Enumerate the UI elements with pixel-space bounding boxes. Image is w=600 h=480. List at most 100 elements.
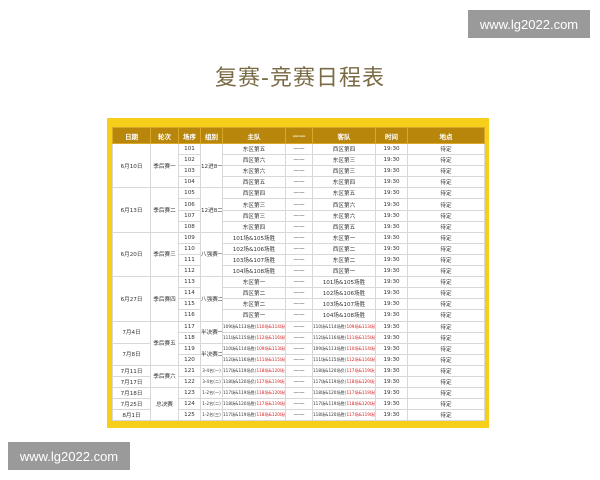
column-header: 地点 xyxy=(407,127,485,144)
home-team: 102场&106场胜 xyxy=(222,242,286,255)
match-time: 19:30 xyxy=(375,253,408,267)
home-team-text: 西区第六 xyxy=(242,158,266,165)
match-time: 19:30 xyxy=(375,387,408,400)
home-team-alt: (110场&114场胜) xyxy=(254,323,285,329)
match-venue: 待定 xyxy=(407,287,485,300)
home-team: 东区第三 xyxy=(222,198,286,211)
round-cell: 季后赛五 xyxy=(150,320,179,366)
away-team-alt: (112场&116场胜) xyxy=(344,356,375,362)
home-team-text: 112场&116场胜 xyxy=(223,356,255,362)
versus-dash: —— xyxy=(285,298,313,311)
group-cell: 八强赛一 xyxy=(200,231,223,278)
match-number: 121 xyxy=(178,364,201,377)
round-cell: 总决赛 xyxy=(150,387,179,422)
home-team-text: 西区第三 xyxy=(242,213,266,220)
versus-dash: —— xyxy=(285,409,313,422)
home-team: 西区第三 xyxy=(222,209,286,222)
home-team-alt: (112场&116场胜) xyxy=(254,334,285,340)
away-team-text: 东区第五 xyxy=(332,191,356,198)
round-cell: 季后赛一 xyxy=(150,142,179,189)
home-team: 117场&119场胜(118场&120场胜) xyxy=(222,387,286,400)
home-team-alt: (118场&120场负) xyxy=(254,367,285,373)
match-number: 119 xyxy=(178,342,201,355)
page-title: 复赛-竞赛日程表 xyxy=(215,66,385,91)
versus-dash: —— xyxy=(285,209,313,222)
match-number: 118 xyxy=(178,331,201,344)
table-row: 6月20日 季后赛三 109 八强赛一 101场&105场胜 —— 东区第一 19:30 待定 xyxy=(112,231,485,278)
away-team: 103场&107场胜 xyxy=(312,298,376,311)
match-venue: 待定 xyxy=(407,353,485,366)
table-row: 6月13日 季后赛二 105 12进8二 西区第四 —— 东区第五 19:30 待定 xyxy=(112,187,485,233)
away-team-alt: (110场&114场胜) xyxy=(344,345,375,351)
match-time: 19:30 xyxy=(375,331,408,344)
away-team-text: 西区第二 xyxy=(332,246,356,253)
away-team: 东区第六 xyxy=(312,209,376,222)
round-cell: 季后赛二 xyxy=(150,187,179,233)
table-row: 7月4日季后赛五117半决赛一109场&113场胜(110场&114场胜)——1… xyxy=(112,320,485,366)
away-team: 东区第三 xyxy=(312,154,376,167)
column-header: 轮次 xyxy=(150,127,179,144)
match-number: 116 xyxy=(178,309,201,322)
home-team: 118场&120场负(117场&119场负) xyxy=(222,375,286,389)
group-cell: 1-2名(二) xyxy=(200,398,223,411)
match-venue: 待定 xyxy=(407,198,485,211)
versus-dash: —— xyxy=(285,309,313,322)
away-team-text: 103场&107场胜 xyxy=(322,302,366,309)
match-number: 109 xyxy=(178,231,201,244)
away-team: 西区第五 xyxy=(312,220,376,233)
away-team: 117场&119场胜(118场&120场胜) xyxy=(312,398,376,411)
match-time: 19:30 xyxy=(375,276,408,289)
match-venue: 待定 xyxy=(407,387,485,400)
versus-dash: —— xyxy=(285,220,313,233)
versus-dash: —— xyxy=(285,320,313,333)
home-team-alt: (118场&120场胜) xyxy=(254,412,285,418)
home-team: 109场&113场胜(110场&114场胜) xyxy=(222,320,286,333)
table-row: 102 西区第六 —— 东区第三 19:30 待定 xyxy=(113,154,485,167)
match-number: 107 xyxy=(178,209,201,222)
match-time: 19:30 xyxy=(375,375,408,389)
date-cell: 6月10日 xyxy=(112,142,151,189)
group-cell: 半决赛一 xyxy=(200,320,223,344)
match-time: 19:30 xyxy=(375,154,408,167)
match-time: 19:30 xyxy=(375,198,408,211)
away-team-text: 西区第五 xyxy=(332,224,356,231)
away-team-text: 东区第三 xyxy=(332,158,356,165)
versus-dash: —— xyxy=(285,253,313,267)
match-time: 19:30 xyxy=(375,187,408,200)
match-venue: 待定 xyxy=(407,276,485,289)
versus-dash: —— xyxy=(285,165,313,178)
home-team-text: 117场&119场胜 xyxy=(223,390,255,396)
away-team-text: 101场&105场胜 xyxy=(322,280,366,287)
away-team-text: 西区第三 xyxy=(332,169,356,176)
match-venue: 待定 xyxy=(407,375,485,389)
match-time: 19:30 xyxy=(375,231,408,244)
match-venue: 待定 xyxy=(407,165,485,178)
match-number: 111 xyxy=(178,253,201,267)
table-row: 107 西区第三 —— 东区第六 19:30 待定 xyxy=(113,209,485,222)
match-number: 114 xyxy=(178,287,201,300)
home-team-text: 104场&108场胜 xyxy=(232,269,276,276)
home-team-text: 西区第四 xyxy=(242,191,266,198)
home-team-text: 101场&105场胜 xyxy=(232,235,276,242)
match-venue: 待定 xyxy=(407,331,485,344)
home-team-text: 118场&120场负 xyxy=(223,379,255,385)
home-team: 东区第二 xyxy=(222,298,286,311)
home-team-text: 东区第二 xyxy=(242,302,266,309)
away-team: 东区第四 xyxy=(312,176,376,189)
group-cell: 12进8二 xyxy=(200,187,223,233)
away-team-text: 117场&119场负 xyxy=(313,379,345,385)
match-number: 102 xyxy=(178,154,201,167)
match-time: 19:30 xyxy=(375,165,408,178)
home-team: 104场&108场胜 xyxy=(222,265,286,278)
match-venue: 待定 xyxy=(407,220,485,233)
match-venue: 待定 xyxy=(407,320,485,333)
date-cell: 7月18日 xyxy=(112,387,151,400)
match-time: 19:30 xyxy=(375,398,408,411)
match-time: 19:30 xyxy=(375,220,408,233)
versus-dash: —— xyxy=(285,342,313,355)
away-team-alt: (111场&115场胜) xyxy=(344,334,375,340)
match-venue: 待定 xyxy=(407,409,485,422)
home-team: 112场&116场胜(111场&115场胜) xyxy=(222,353,286,366)
home-team-text: 东区第一 xyxy=(242,280,266,287)
match-time: 19:30 xyxy=(375,265,408,278)
